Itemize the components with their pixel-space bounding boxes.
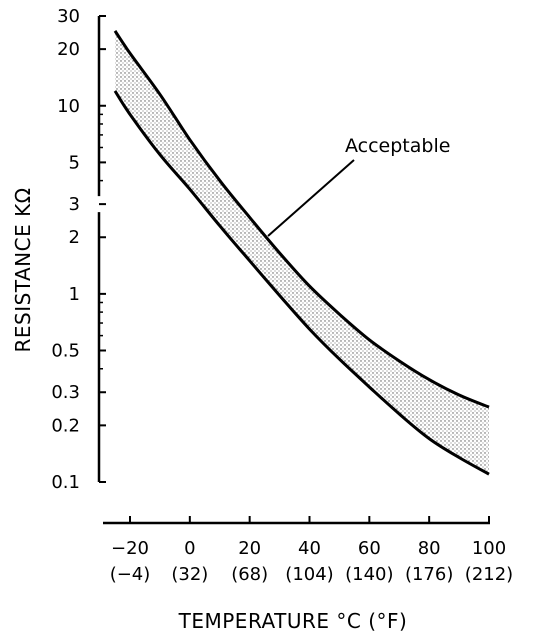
x-tick-label-60: 60 xyxy=(358,538,381,559)
x-axis-title: TEMPERATURE °C (°F) xyxy=(178,609,408,633)
y-tick-label-0.1: 0.1 xyxy=(51,472,80,493)
acceptable-label: Acceptable xyxy=(345,135,450,157)
y-tick-label-20: 20 xyxy=(57,39,80,60)
x-tick-label-100: 100 xyxy=(472,538,506,559)
x-tick-label-20: 20 xyxy=(238,538,261,559)
y-tick-label-30: 30 xyxy=(57,6,80,27)
acceptable-pointer xyxy=(267,159,355,237)
x-tick-sublabel-0: (32) xyxy=(171,564,208,585)
y-tick-label-0.3: 0.3 xyxy=(51,382,80,403)
series-layer xyxy=(113,30,490,476)
y-tick-label-1: 1 xyxy=(69,284,80,305)
y-tick-label-3: 3 xyxy=(69,194,80,215)
acceptable-band xyxy=(115,30,489,475)
x-tick-sublabel--20: (−4) xyxy=(110,564,151,585)
upper-limit-line xyxy=(113,30,490,409)
y-tick-label-0.5: 0.5 xyxy=(51,341,80,362)
y-tick-label-5: 5 xyxy=(69,152,80,173)
x-tick-sublabel-60: (140) xyxy=(345,564,393,585)
x-tick-label--20: −20 xyxy=(111,538,149,559)
x-tick-sublabel-80: (176) xyxy=(405,564,453,585)
annotation-layer: Acceptable xyxy=(267,135,450,237)
y-tick-label-10: 10 xyxy=(57,96,80,117)
x-tick-sublabel-100: (212) xyxy=(465,564,513,585)
y-tick-label-0.2: 0.2 xyxy=(51,415,80,436)
x-axis: −20 (−4) 0 (32) 20 (68) 40 (104) 60 (140) 80 (176) 1… xyxy=(103,516,513,585)
x-tick-sublabel-20: (68) xyxy=(231,564,268,585)
x-tick-label-40: 40 xyxy=(298,538,321,559)
x-tick-sublabel-40: (104) xyxy=(285,564,333,585)
y-axis: 30 20 10 5 3 2 1 0.5 0.3 0.2 0.1 xyxy=(51,6,106,493)
y-axis-title: RESISTANCE KΩ xyxy=(11,188,35,353)
y-tick-label-2: 2 xyxy=(69,227,80,248)
lower-limit-line xyxy=(113,90,490,476)
x-tick-label-80: 80 xyxy=(418,538,441,559)
x-tick-label-0: 0 xyxy=(184,538,195,559)
acceptable-band-layer xyxy=(115,30,489,475)
